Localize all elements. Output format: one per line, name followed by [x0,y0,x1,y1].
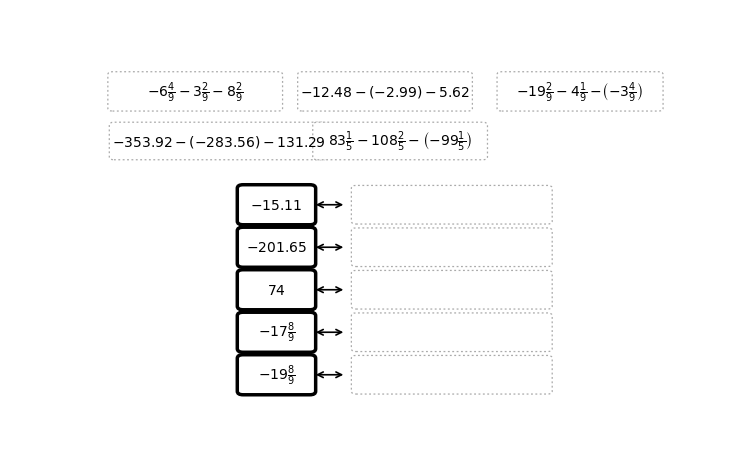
Text: $83\frac{1}{5}-108\frac{2}{5}-\left(-99\frac{1}{5}\right)$: $83\frac{1}{5}-108\frac{2}{5}-\left(-99\… [328,129,473,154]
FancyBboxPatch shape [351,356,552,394]
Text: $-6\frac{4}{9}-3\frac{2}{9}-8\frac{2}{9}$: $-6\frac{4}{9}-3\frac{2}{9}-8\frac{2}{9}… [147,80,243,104]
FancyBboxPatch shape [108,73,282,112]
Text: $-19\frac{2}{9}-4\frac{1}{9}-\!\left(-3\frac{4}{9}\right)$: $-19\frac{2}{9}-4\frac{1}{9}-\!\left(-3\… [516,80,643,104]
Text: $-353.92-(-283.56)-131.29$: $-353.92-(-283.56)-131.29$ [112,134,325,150]
FancyBboxPatch shape [237,228,315,268]
FancyBboxPatch shape [109,123,327,160]
Text: $74$: $74$ [267,283,286,297]
Text: $-17\frac{8}{9}$: $-17\frac{8}{9}$ [258,320,295,345]
FancyBboxPatch shape [351,313,552,352]
FancyBboxPatch shape [237,313,315,353]
FancyBboxPatch shape [237,185,315,225]
FancyBboxPatch shape [237,355,315,395]
FancyBboxPatch shape [497,73,663,112]
Text: $-201.65$: $-201.65$ [246,241,307,255]
FancyBboxPatch shape [351,229,552,267]
FancyBboxPatch shape [237,270,315,310]
FancyBboxPatch shape [297,73,473,112]
FancyBboxPatch shape [313,123,488,160]
FancyBboxPatch shape [351,271,552,309]
Text: $-12.48-(-2.99)-5.62$: $-12.48-(-2.99)-5.62$ [300,84,470,100]
Text: $-19\frac{8}{9}$: $-19\frac{8}{9}$ [258,363,295,387]
FancyBboxPatch shape [351,186,552,224]
Text: $-15.11$: $-15.11$ [250,198,303,212]
